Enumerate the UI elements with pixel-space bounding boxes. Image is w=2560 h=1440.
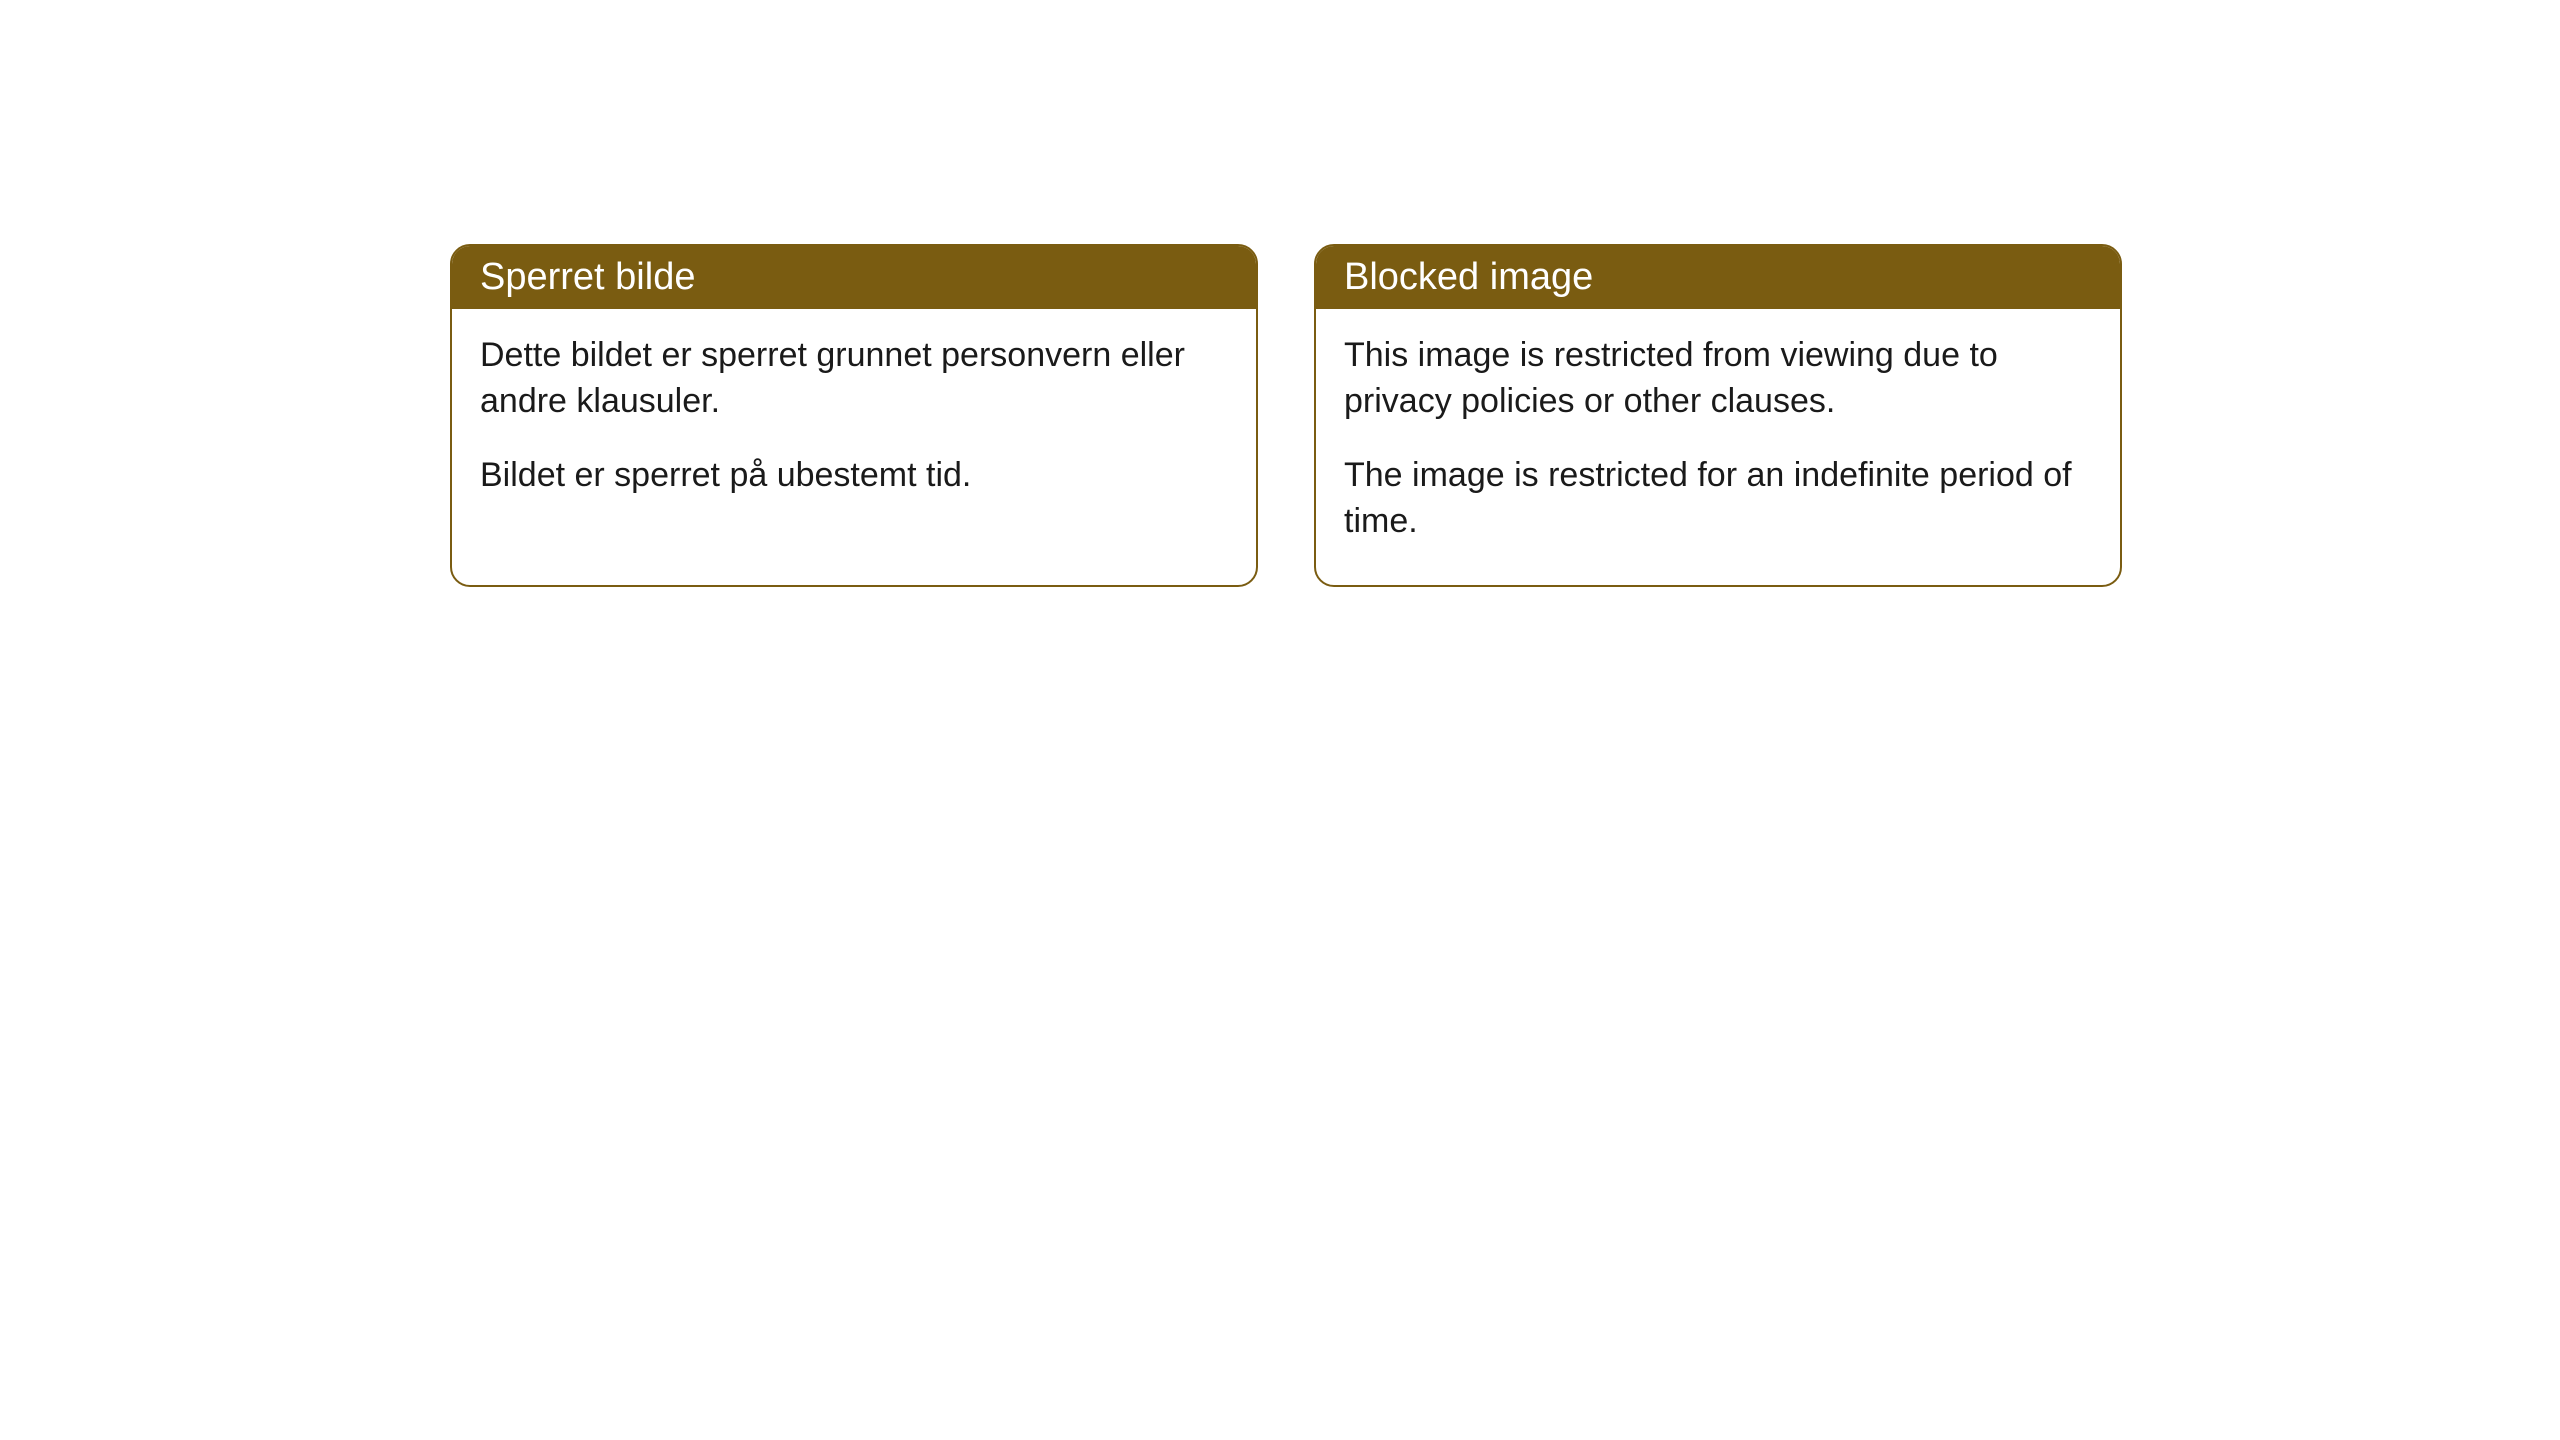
card-header-norwegian: Sperret bilde <box>452 246 1256 309</box>
card-body-norwegian: Dette bildet er sperret grunnet personve… <box>452 309 1256 539</box>
card-header-english: Blocked image <box>1316 246 2120 309</box>
card-title: Blocked image <box>1344 256 1593 298</box>
notice-text-2: The image is restricted for an indefinit… <box>1344 453 2092 545</box>
card-title: Sperret bilde <box>480 256 695 298</box>
notice-text-1: This image is restricted from viewing du… <box>1344 333 2092 425</box>
notice-text-2: Bildet er sperret på ubestemt tid. <box>480 453 1228 499</box>
notice-cards-container: Sperret bilde Dette bildet er sperret gr… <box>0 0 2560 587</box>
card-body-english: This image is restricted from viewing du… <box>1316 309 2120 585</box>
notice-card-norwegian: Sperret bilde Dette bildet er sperret gr… <box>450 244 1258 587</box>
notice-text-1: Dette bildet er sperret grunnet personve… <box>480 333 1228 425</box>
notice-card-english: Blocked image This image is restricted f… <box>1314 244 2122 587</box>
